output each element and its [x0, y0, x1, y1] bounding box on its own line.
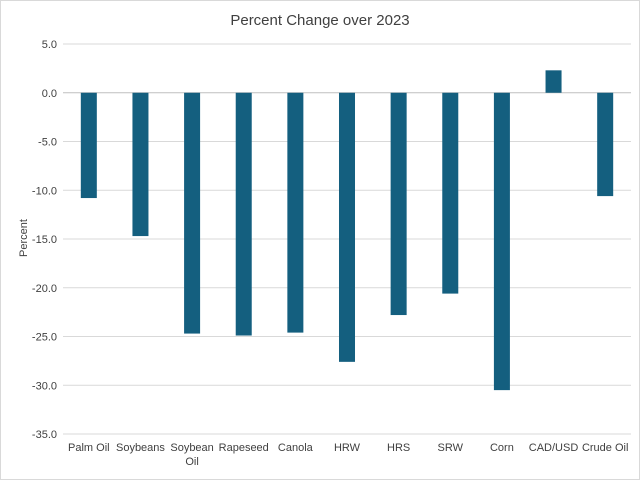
y-tick-label: 0.0	[42, 88, 57, 100]
bar-soybeans	[132, 92, 149, 237]
bar-crude-oil	[597, 92, 614, 197]
bar-srw	[442, 92, 459, 294]
y-axis-label: Percent	[18, 219, 30, 257]
y-tick-label: -20.0	[32, 283, 57, 295]
bar-canola	[287, 92, 304, 333]
bar-cad-usd	[545, 70, 562, 93]
bar-hrs	[390, 92, 407, 316]
bar-hrw	[338, 92, 356, 362]
x-category-label: Canola	[278, 442, 314, 454]
y-tick-label: -25.0	[32, 332, 57, 344]
y-tick-label: 5.0	[42, 39, 57, 51]
y-tick-label: -15.0	[32, 234, 57, 246]
bars	[80, 70, 614, 391]
chart-title: Percent Change over 2023	[230, 12, 409, 29]
y-tick-label: -35.0	[32, 429, 57, 441]
bar-soybean-oil	[184, 92, 201, 334]
x-axis-labels: Palm Oil Soybeans Soybean Oil Rapeseed Canola…	[68, 442, 628, 468]
y-axis-ticks: 5.0 0.0 -5.0 -10.0 -15.0 -20.0 -25.0 -30.0 -35.0	[32, 39, 57, 441]
x-category-label: Soybeans	[116, 442, 165, 454]
x-category-label: Palm Oil	[68, 442, 110, 454]
bar-rapeseed	[235, 92, 252, 336]
x-category-label: SRW	[438, 442, 464, 454]
x-category-label: Soybean Oil	[170, 442, 213, 468]
x-category-label: Rapeseed	[219, 442, 269, 454]
x-category-label: HRS	[387, 442, 410, 454]
x-category-label: Corn	[490, 442, 514, 454]
y-tick-label: -10.0	[32, 185, 57, 197]
y-tick-label: -30.0	[32, 380, 57, 392]
bar-palm-oil	[80, 92, 97, 199]
x-category-label: Crude Oil	[582, 442, 628, 454]
bar-corn	[493, 92, 510, 391]
x-category-label: CAD/USD	[529, 442, 579, 454]
y-tick-label: -5.0	[38, 137, 57, 149]
x-category-label: HRW	[334, 442, 361, 454]
